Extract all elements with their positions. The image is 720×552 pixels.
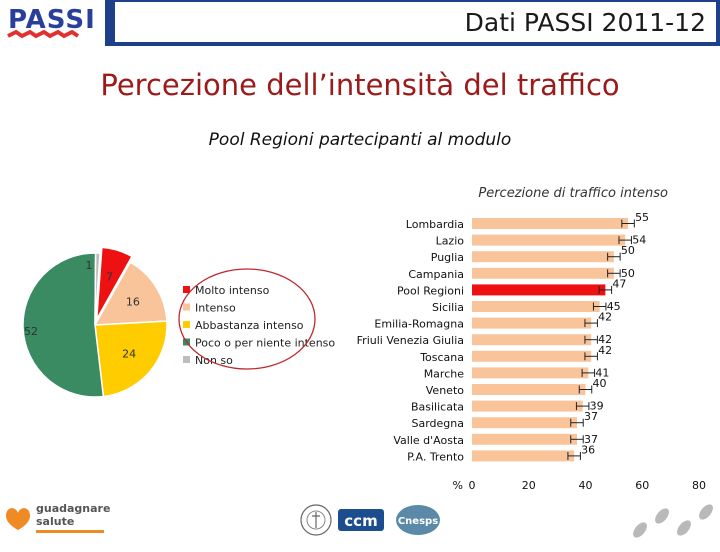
bar: [472, 433, 577, 445]
pie-chart: 7 16 24 52 1: [22, 246, 168, 398]
bar: [472, 334, 592, 346]
value-label: 36: [581, 443, 595, 456]
pie-value-label: 24: [122, 348, 136, 361]
cnesps-text: Cnesps: [398, 516, 438, 527]
category-label: Pool Regioni: [397, 284, 464, 297]
bar-chart-title: Percezione di traffico intenso: [478, 186, 668, 201]
footer-logos: guadagnare salute ccm Cnesps: [6, 502, 713, 538]
ccm-logo: ccm: [338, 509, 384, 531]
value-label: 50: [621, 244, 635, 257]
category-label: Toscana: [419, 351, 464, 364]
legend-highlight-ellipse: [178, 268, 316, 370]
salute-text: salute: [36, 515, 74, 528]
bar: [472, 301, 600, 312]
value-label: 40: [593, 377, 607, 390]
bar: [472, 400, 583, 412]
legend-swatch: [183, 356, 190, 363]
bar: [472, 367, 589, 379]
bar: [472, 218, 629, 229]
category-label: Lazio: [436, 235, 465, 248]
page-title: Percezione dell’intensità del traffico: [100, 68, 620, 102]
x-tick-label: 80: [692, 479, 706, 492]
value-label: 47: [612, 277, 626, 290]
category-label: Emilia-Romagna: [374, 318, 464, 331]
guadagnare-text: guadagnare: [36, 502, 110, 515]
bar-chart: Percezione di traffico intenso Lombardia 5…: [357, 186, 706, 492]
value-label: 45: [607, 300, 621, 313]
value-label: 42: [598, 333, 612, 346]
value-label: 50: [621, 267, 635, 280]
legend-label: Abbastanza intenso: [195, 319, 304, 332]
chart-canvas: 7 16 24 52 1 Molto intenso Intenso Abbastanza …: [22, 186, 706, 492]
category-label: Puglia: [431, 251, 464, 264]
value-label: 41: [595, 366, 609, 379]
x-tick-label: 0: [469, 479, 476, 492]
bar: [472, 267, 614, 279]
pie-legend: Molto intenso Intenso Abbastanza intenso Po…: [183, 284, 335, 367]
bar: [472, 417, 577, 429]
value-label: 55: [635, 211, 649, 224]
cnesps-logo: Cnesps: [396, 505, 440, 535]
pie-slice: [94, 320, 168, 398]
passi-logo-wave-icon: [7, 29, 80, 39]
heart-icon: [6, 508, 30, 530]
value-label: 54: [632, 234, 646, 247]
legend-label: Poco o per niente intenso: [195, 337, 335, 350]
legend-label: Intenso: [195, 302, 236, 315]
category-label: Campania: [408, 268, 464, 281]
pie-value-label: 52: [24, 325, 38, 338]
category-label: Marche: [424, 367, 465, 380]
header-title: Dati PASSI 2011-12: [464, 8, 706, 37]
x-tick-label: 60: [635, 479, 649, 492]
page-subtitle: Pool Regioni partecipanti al modulo: [208, 130, 512, 150]
category-label: Sicilia: [432, 301, 464, 314]
bar: [472, 350, 592, 362]
x-tick-label: 20: [522, 479, 536, 492]
guadagnare-underline: [36, 530, 104, 533]
guadagnare-salute-logo: guadagnare salute: [6, 502, 110, 533]
value-label: 42: [598, 344, 612, 357]
x-axis-label: %: [453, 479, 463, 492]
legend-swatch: [183, 286, 190, 293]
category-label: Valle d'Aosta: [393, 434, 464, 447]
pie-value-label: 16: [126, 295, 140, 308]
category-label: Veneto: [426, 384, 464, 397]
footprints-icon: [633, 504, 713, 538]
passi-logo: PASSI: [0, 0, 105, 46]
ccm-text: ccm: [344, 512, 377, 530]
legend-swatch: [183, 303, 190, 311]
category-label: Sardegna: [412, 417, 465, 430]
bar: [472, 317, 592, 329]
iss-seal-logo: [300, 504, 332, 536]
legend-label: Non so: [195, 354, 233, 367]
x-tick-label: 40: [579, 479, 593, 492]
pie-value-label: 7: [106, 270, 113, 283]
bar: [472, 450, 575, 462]
category-label: Basilicata: [411, 401, 464, 414]
value-label: 37: [584, 410, 598, 423]
header-panel: Dati PASSI 2011-12: [115, 2, 716, 42]
category-label: Lombardia: [406, 218, 464, 231]
bar: [472, 234, 626, 246]
legend-swatch: [183, 321, 190, 328]
value-label: 37: [584, 433, 598, 446]
pie-slice: [93, 261, 168, 326]
bar: [472, 384, 586, 395]
legend-label: Molto intenso: [195, 284, 270, 297]
bar: [472, 251, 614, 263]
pie-slice: [94, 252, 101, 326]
value-label: 39: [590, 400, 604, 413]
category-label: Friuli Venezia Giulia: [357, 334, 464, 347]
category-label: P.A. Trento: [407, 450, 464, 463]
pie-slice: [95, 246, 133, 320]
bar: [472, 284, 606, 296]
passi-logo-text: PASSI: [8, 5, 96, 35]
pie-slice: [22, 252, 105, 398]
pie-value-label: 1: [86, 259, 93, 272]
value-label: 42: [598, 311, 612, 324]
